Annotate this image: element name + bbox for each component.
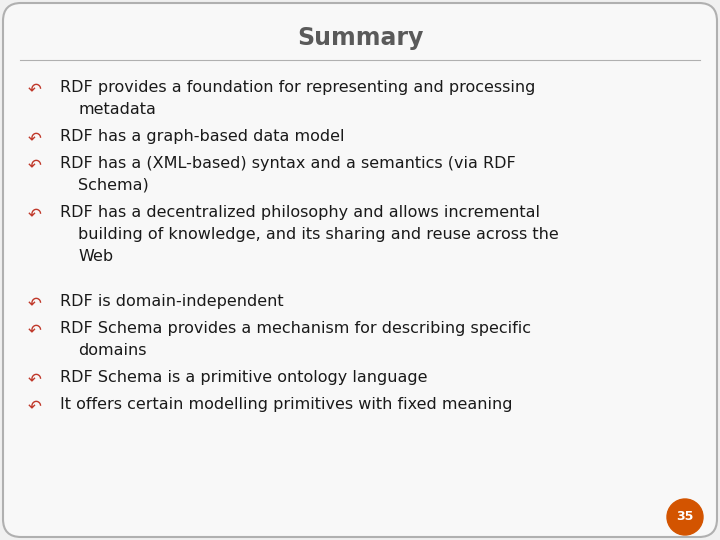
Text: It offers certain modelling primitives with fixed meaning: It offers certain modelling primitives w… — [60, 397, 513, 412]
Text: RDF Schema is a primitive ontology language: RDF Schema is a primitive ontology langu… — [60, 370, 428, 385]
Text: 35: 35 — [676, 510, 693, 523]
Text: ↶: ↶ — [28, 397, 42, 415]
Text: ↶: ↶ — [28, 156, 42, 174]
Text: ↶: ↶ — [28, 321, 42, 339]
Circle shape — [667, 499, 703, 535]
Text: building of knowledge, and its sharing and reuse across the: building of knowledge, and its sharing a… — [78, 227, 559, 242]
Text: domains: domains — [78, 343, 146, 358]
FancyBboxPatch shape — [3, 3, 717, 537]
Text: RDF provides a foundation for representing and processing: RDF provides a foundation for representi… — [60, 80, 536, 95]
Text: Web: Web — [78, 249, 113, 264]
Text: RDF has a (XML-based) syntax and a semantics (via RDF: RDF has a (XML-based) syntax and a seman… — [60, 156, 516, 171]
Text: ↶: ↶ — [28, 294, 42, 312]
Text: Summary: Summary — [297, 26, 423, 50]
Text: metadata: metadata — [78, 102, 156, 117]
Text: ↶: ↶ — [28, 205, 42, 223]
Text: RDF is domain-independent: RDF is domain-independent — [60, 294, 284, 309]
Text: ↶: ↶ — [28, 80, 42, 98]
Text: RDF has a graph-based data model: RDF has a graph-based data model — [60, 129, 344, 144]
Text: Schema): Schema) — [78, 178, 149, 193]
Text: RDF Schema provides a mechanism for describing specific: RDF Schema provides a mechanism for desc… — [60, 321, 531, 336]
Text: ↶: ↶ — [28, 370, 42, 388]
Text: ↶: ↶ — [28, 129, 42, 147]
Text: RDF has a decentralized philosophy and allows incremental: RDF has a decentralized philosophy and a… — [60, 205, 540, 220]
